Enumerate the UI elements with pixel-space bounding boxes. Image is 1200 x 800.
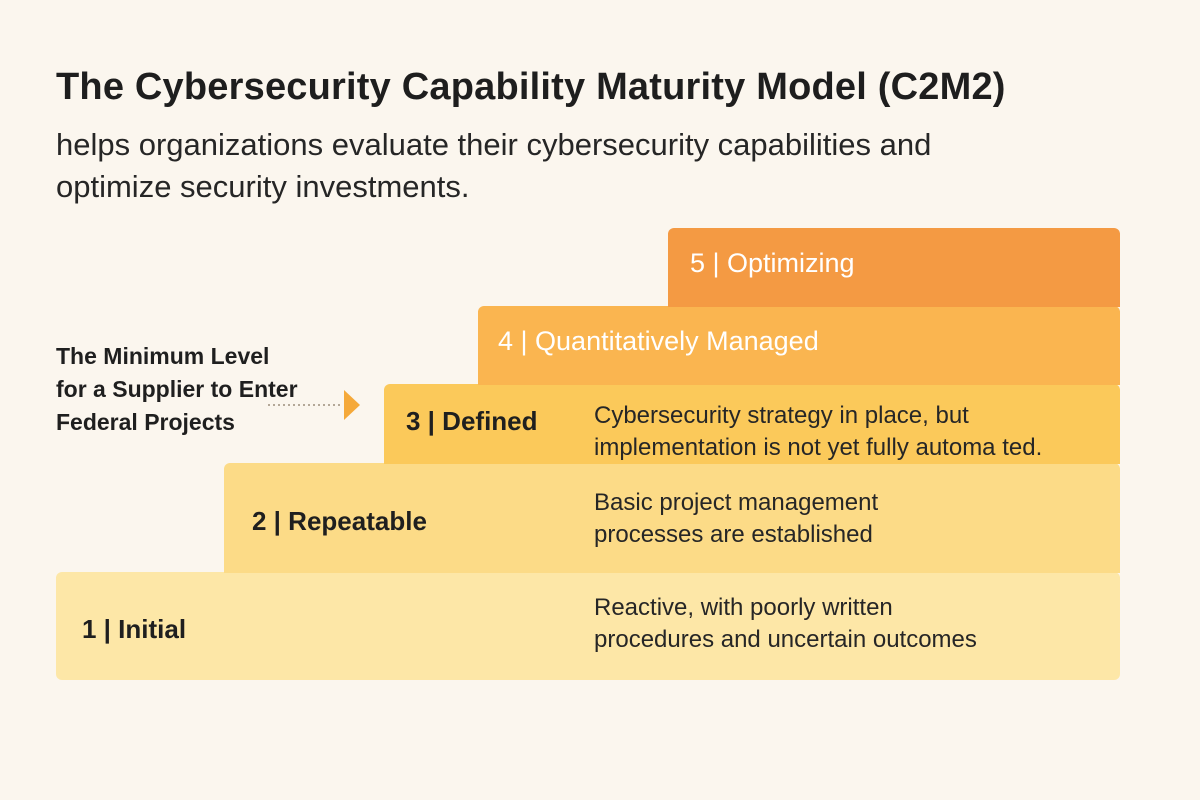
level-4-label: 4 | Quantitatively Managed [498, 326, 819, 356]
minimum-level-note: The Minimum Level for a Supplier to Ente… [56, 343, 298, 435]
level-2-step [224, 463, 1120, 573]
level-3-step [384, 384, 1120, 464]
level-2-label: 2 | Repeatable [252, 506, 427, 536]
level-2-description: Basic project management processes are es… [594, 487, 878, 551]
page-title: The Cybersecurity Capability Maturity Mo… [56, 66, 1006, 108]
level-1-description-text: Reactive, with poorly written procedures … [594, 594, 977, 653]
level-5-label: 5 | Optimizing [690, 248, 855, 278]
level-1-description: Reactive, with poorly written procedures … [594, 592, 977, 656]
level-4-step [478, 306, 1120, 385]
level-1-label: 1 | Initial [82, 614, 187, 644]
level-1-step [56, 572, 1120, 680]
level-2-description-text: Basic project management processes are es… [594, 489, 879, 548]
level-3-description-text: Cybersecurity strategy in place, but impl… [594, 402, 1043, 461]
pointer-arrow-icon [268, 390, 360, 420]
level-3-description: Cybersecurity strategy in place, but impl… [594, 400, 1042, 464]
level-5-step [668, 228, 1120, 307]
page-subtitle: helps organizations evaluate their cyber… [56, 127, 932, 204]
level-3-label: 3 | Defined [406, 406, 538, 436]
